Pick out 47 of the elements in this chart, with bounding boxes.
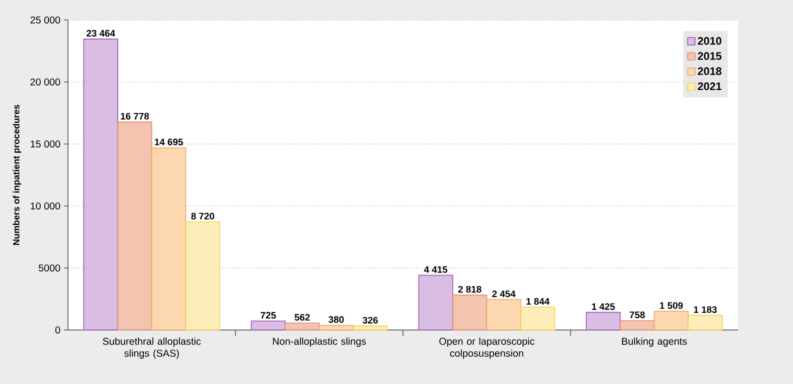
- x-tick-label: Open or laparoscopic colposuspension: [439, 338, 534, 359]
- bar: [620, 320, 655, 330]
- bar: [520, 306, 556, 330]
- bar: [250, 320, 286, 330]
- data-label: 725: [260, 312, 276, 319]
- bar: [586, 312, 621, 330]
- y-axis-title: Numbers of inpatient procedures: [12, 104, 22, 245]
- x-tick-label: Bulking agents: [622, 338, 687, 347]
- bar: [452, 294, 488, 330]
- data-label: 1 844: [526, 298, 550, 305]
- data-label: 380: [328, 316, 344, 323]
- bar: [486, 299, 522, 330]
- data-label: 14 695: [154, 138, 183, 146]
- x-tick-label: Non-alloplastic slings: [272, 338, 366, 347]
- data-label: 1 509: [660, 302, 683, 309]
- y-tick-label: 25 000: [30, 16, 60, 24]
- data-label: 1 183: [694, 306, 717, 313]
- data-label: 16 778: [120, 112, 149, 120]
- data-label: 758: [630, 312, 645, 318]
- data-label: 8 720: [191, 212, 214, 220]
- bar: [418, 274, 454, 330]
- bar: [185, 221, 220, 330]
- data-label: 4 415: [424, 266, 448, 273]
- legend-label: 2010: [698, 37, 722, 45]
- data-label: 2 818: [458, 286, 482, 293]
- y-tick-label: 20 000: [30, 78, 60, 86]
- bar: [151, 147, 186, 330]
- bar: [117, 122, 152, 330]
- x-tick-label: Suburethral alloplastic slings (SAS): [102, 338, 201, 359]
- legend-label: 2018: [698, 67, 722, 76]
- data-label: 2 454: [492, 290, 516, 298]
- legend-label: 2021: [698, 82, 722, 90]
- y-tick-label: 15 000: [30, 140, 60, 148]
- data-label: 1 425: [592, 303, 615, 310]
- bar: [352, 326, 388, 330]
- bar: [284, 322, 320, 330]
- bar: [318, 324, 354, 330]
- legend-label: 2015: [698, 52, 722, 60]
- y-tick-label: 10 000: [30, 202, 60, 210]
- bar: [83, 38, 118, 330]
- y-tick-label: 5000: [38, 264, 60, 272]
- data-label: 326: [362, 316, 378, 324]
- data-label: 23 464: [86, 30, 116, 37]
- y-tick-label: 0: [55, 326, 60, 334]
- bar: [688, 314, 723, 330]
- bar: [654, 310, 689, 330]
- data-label: 562: [294, 314, 310, 321]
